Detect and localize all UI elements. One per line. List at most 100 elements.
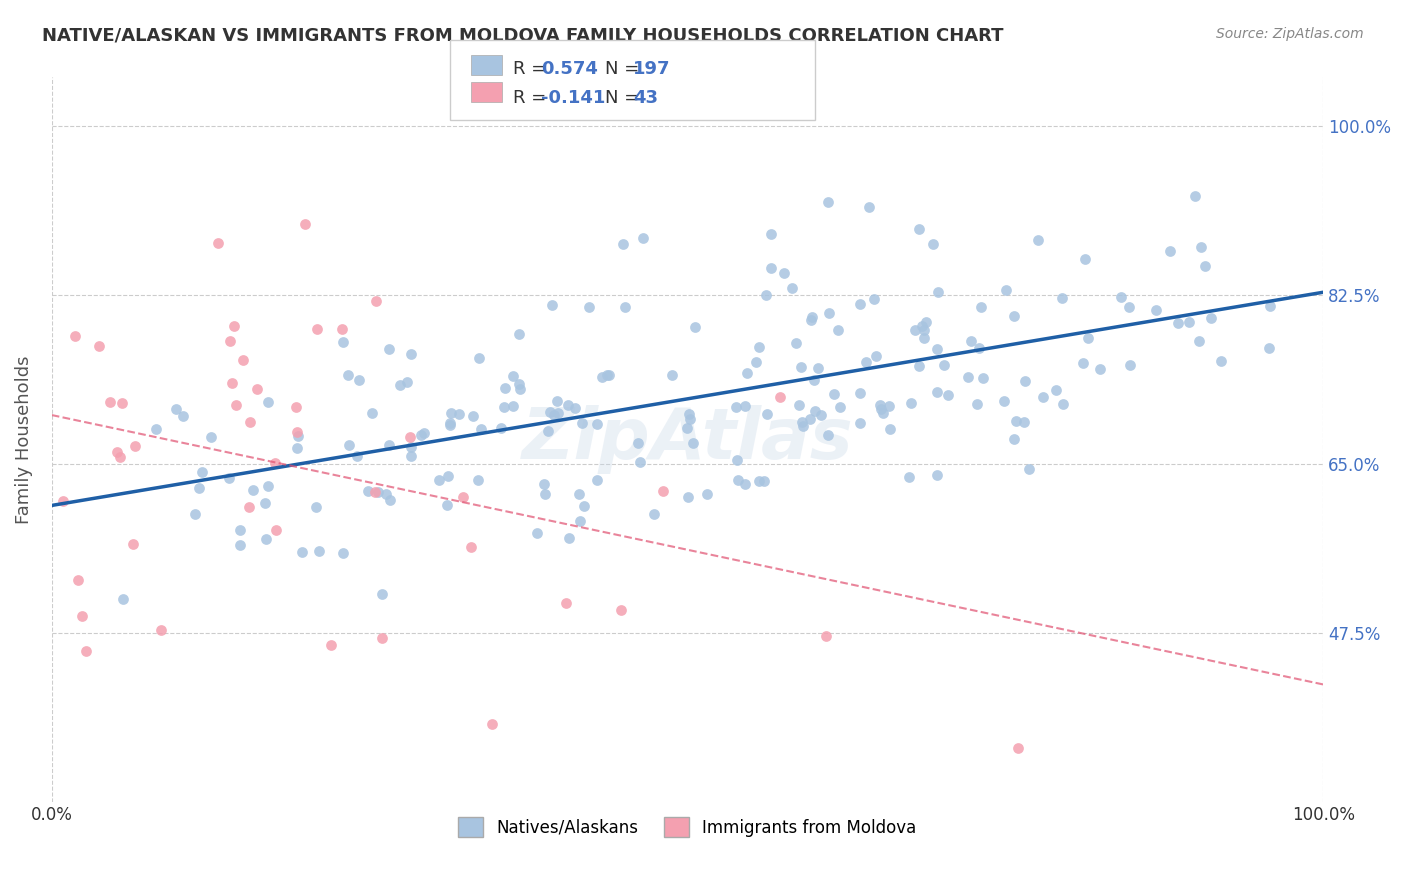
Point bbox=[467, 351, 489, 365]
Point bbox=[759, 261, 782, 276]
Point bbox=[682, 436, 704, 450]
Point bbox=[938, 388, 960, 402]
Point bbox=[371, 631, 394, 645]
Point bbox=[332, 546, 354, 560]
Point bbox=[1258, 299, 1281, 313]
Point bbox=[360, 406, 382, 420]
Point bbox=[191, 465, 214, 479]
Point bbox=[557, 398, 579, 412]
Point bbox=[911, 318, 934, 333]
Point bbox=[925, 342, 948, 356]
Point bbox=[287, 429, 309, 443]
Point bbox=[863, 292, 886, 306]
Point bbox=[330, 322, 353, 336]
Legend: Natives/Alaskans, Immigrants from Moldova: Natives/Alaskans, Immigrants from Moldov… bbox=[451, 810, 924, 844]
Text: ZipAtlas: ZipAtlas bbox=[522, 405, 853, 474]
Point bbox=[1119, 358, 1142, 372]
Point bbox=[1188, 334, 1211, 349]
Point bbox=[257, 395, 280, 409]
Point bbox=[436, 469, 458, 483]
Point bbox=[149, 623, 172, 637]
Point bbox=[827, 323, 849, 337]
Point bbox=[461, 409, 484, 424]
Point bbox=[679, 412, 702, 426]
Point bbox=[238, 500, 260, 514]
Point bbox=[598, 368, 620, 383]
Point bbox=[748, 340, 770, 354]
Point bbox=[111, 396, 134, 410]
Text: 0.574: 0.574 bbox=[541, 60, 598, 78]
Point bbox=[401, 346, 423, 360]
Text: Source: ZipAtlas.com: Source: ZipAtlas.com bbox=[1216, 27, 1364, 41]
Point bbox=[678, 408, 700, 422]
Point bbox=[1077, 331, 1099, 345]
Point bbox=[470, 422, 492, 436]
Point bbox=[1014, 374, 1036, 388]
Point bbox=[364, 293, 387, 308]
Point bbox=[792, 418, 814, 433]
Point bbox=[229, 523, 252, 537]
Point bbox=[427, 473, 450, 487]
Point bbox=[413, 426, 436, 441]
Point bbox=[264, 456, 287, 470]
Point bbox=[357, 484, 380, 499]
Text: -0.141: -0.141 bbox=[541, 89, 606, 107]
Point bbox=[1167, 317, 1189, 331]
Point bbox=[815, 629, 838, 643]
Point bbox=[508, 326, 530, 341]
Point bbox=[849, 416, 872, 430]
Point bbox=[225, 398, 247, 412]
Point bbox=[218, 471, 240, 485]
Point bbox=[956, 369, 979, 384]
Point bbox=[568, 486, 591, 500]
Point bbox=[780, 280, 803, 294]
Text: N =: N = bbox=[605, 60, 644, 78]
Point bbox=[319, 638, 342, 652]
Point bbox=[969, 300, 991, 314]
Point bbox=[908, 222, 931, 236]
Point bbox=[627, 436, 650, 450]
Point bbox=[1088, 362, 1111, 376]
Point bbox=[509, 383, 531, 397]
Point bbox=[1109, 290, 1132, 304]
Point bbox=[290, 544, 312, 558]
Point bbox=[439, 417, 461, 431]
Text: NATIVE/ALASKAN VS IMMIGRANTS FROM MOLDOVA FAMILY HOUSEHOLDS CORRELATION CHART: NATIVE/ALASKAN VS IMMIGRANTS FROM MOLDOV… bbox=[42, 27, 1004, 45]
Text: R =: R = bbox=[513, 89, 553, 107]
Point bbox=[596, 368, 619, 382]
Point bbox=[98, 394, 121, 409]
Point bbox=[347, 373, 370, 387]
Point bbox=[492, 400, 515, 414]
Point bbox=[308, 543, 330, 558]
Point bbox=[586, 417, 609, 432]
Point bbox=[571, 416, 593, 430]
Point bbox=[1026, 233, 1049, 247]
Point bbox=[538, 405, 561, 419]
Point bbox=[972, 371, 994, 385]
Point bbox=[1118, 300, 1140, 314]
Point bbox=[67, 573, 90, 587]
Point bbox=[399, 449, 422, 463]
Point bbox=[848, 386, 870, 401]
Point bbox=[207, 235, 229, 250]
Point bbox=[907, 359, 929, 374]
Point bbox=[912, 323, 935, 337]
Point bbox=[238, 415, 260, 429]
Point bbox=[661, 368, 683, 382]
Point bbox=[900, 396, 922, 410]
Point bbox=[755, 288, 778, 302]
Point bbox=[467, 473, 489, 487]
Point bbox=[724, 401, 747, 415]
Point bbox=[183, 507, 205, 521]
Point bbox=[375, 487, 398, 501]
Point bbox=[256, 478, 278, 492]
Point bbox=[676, 491, 699, 505]
Point bbox=[399, 440, 422, 454]
Point bbox=[1194, 260, 1216, 274]
Point bbox=[586, 473, 609, 487]
Point bbox=[332, 334, 354, 349]
Point bbox=[569, 514, 592, 528]
Point bbox=[108, 450, 131, 465]
Point bbox=[966, 396, 988, 410]
Point bbox=[858, 201, 880, 215]
